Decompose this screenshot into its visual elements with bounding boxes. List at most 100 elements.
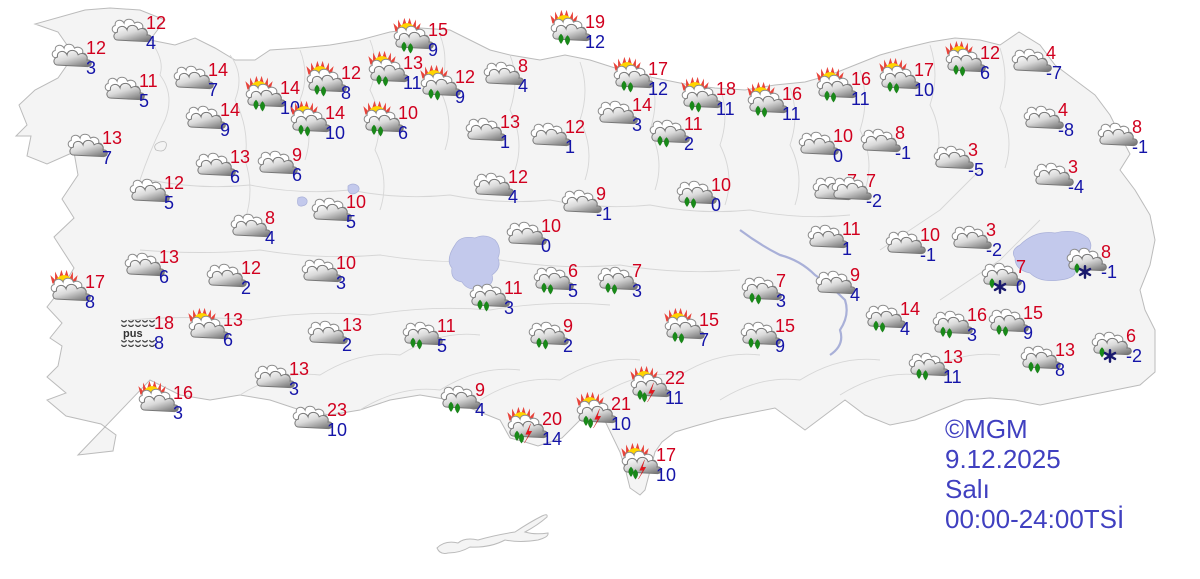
svg-text:7: 7 [102, 148, 112, 168]
svg-text:11: 11 [504, 278, 523, 298]
svg-text:0: 0 [711, 195, 721, 215]
svg-text:13: 13 [230, 147, 250, 167]
svg-text:22: 22 [665, 368, 685, 388]
svg-text:©MGM: ©MGM [945, 414, 1028, 444]
svg-text:-5: -5 [968, 160, 984, 180]
svg-text:0: 0 [541, 236, 551, 256]
svg-text:10: 10 [541, 216, 561, 236]
svg-text:10: 10 [327, 420, 347, 440]
svg-text:6: 6 [292, 165, 302, 185]
svg-text:13: 13 [342, 315, 362, 335]
svg-text:11: 11 [684, 114, 703, 134]
svg-text:0: 0 [833, 146, 843, 166]
svg-text:2: 2 [241, 278, 251, 298]
svg-text:6: 6 [1126, 326, 1136, 346]
svg-text:-1: -1 [920, 245, 936, 265]
svg-text:5: 5 [437, 336, 447, 356]
svg-text:4: 4 [146, 33, 156, 53]
svg-text:14: 14 [208, 60, 228, 80]
svg-text:12: 12 [341, 63, 361, 83]
svg-text:13: 13 [289, 359, 309, 379]
svg-text:8: 8 [1101, 242, 1111, 262]
svg-text:6: 6 [230, 167, 240, 187]
svg-text:-1: -1 [596, 204, 612, 224]
svg-text:11: 11 [139, 71, 158, 91]
svg-text:13: 13 [500, 112, 520, 132]
svg-text:9: 9 [596, 184, 606, 204]
svg-text:6: 6 [568, 261, 578, 281]
svg-text:8: 8 [895, 123, 905, 143]
svg-text:10: 10 [336, 253, 356, 273]
svg-text:-1: -1 [1132, 137, 1148, 157]
svg-text:3: 3 [632, 115, 642, 135]
svg-text:3: 3 [986, 220, 996, 240]
svg-text:3: 3 [336, 273, 346, 293]
svg-text:12: 12 [565, 117, 585, 137]
svg-text:13: 13 [102, 128, 122, 148]
svg-text:16: 16 [851, 69, 871, 89]
svg-text:-1: -1 [895, 143, 911, 163]
svg-text:5: 5 [139, 91, 149, 111]
svg-text:14: 14 [220, 100, 240, 120]
svg-text:11: 11 [437, 316, 456, 336]
svg-text:3: 3 [632, 281, 642, 301]
svg-text:10: 10 [914, 80, 934, 100]
svg-text:8: 8 [1055, 360, 1065, 380]
svg-text:10: 10 [346, 192, 366, 212]
svg-text:1: 1 [500, 132, 510, 152]
svg-text:17: 17 [648, 59, 668, 79]
svg-text:12: 12 [146, 13, 166, 33]
svg-text:4: 4 [475, 400, 485, 420]
svg-text:12: 12 [86, 38, 106, 58]
svg-text:-8: -8 [1058, 120, 1074, 140]
svg-text:12: 12 [585, 32, 605, 52]
svg-text:10: 10 [920, 225, 940, 245]
svg-text:1: 1 [565, 137, 575, 157]
svg-text:13: 13 [943, 347, 963, 367]
svg-text:3: 3 [1068, 157, 1078, 177]
svg-text:23: 23 [327, 400, 347, 420]
svg-text:17: 17 [914, 60, 934, 80]
svg-text:21: 21 [611, 394, 631, 414]
svg-text:5: 5 [346, 212, 356, 232]
svg-text:10: 10 [611, 414, 631, 434]
svg-text:2: 2 [684, 134, 694, 154]
svg-text:18: 18 [154, 313, 174, 333]
svg-text:8: 8 [341, 83, 351, 103]
svg-text:2: 2 [563, 336, 573, 356]
svg-text:11: 11 [403, 73, 422, 93]
svg-text:13: 13 [403, 53, 423, 73]
svg-text:9: 9 [775, 336, 785, 356]
svg-text:14: 14 [900, 299, 920, 319]
svg-text:16: 16 [173, 383, 193, 403]
svg-text:14: 14 [325, 103, 345, 123]
svg-text:18: 18 [716, 79, 736, 99]
svg-text:4: 4 [518, 76, 528, 96]
svg-text:00:00-24:00TSİ: 00:00-24:00TSİ [945, 504, 1124, 534]
svg-text:12: 12 [980, 43, 1000, 63]
svg-text:3: 3 [173, 403, 183, 423]
svg-text:11: 11 [782, 104, 801, 124]
svg-text:10: 10 [398, 103, 418, 123]
svg-text:-4: -4 [1068, 177, 1084, 197]
svg-text:7: 7 [632, 261, 642, 281]
svg-text:9: 9 [455, 87, 465, 107]
svg-text:4: 4 [1046, 43, 1056, 63]
svg-text:4: 4 [850, 285, 860, 305]
svg-text:8: 8 [518, 56, 528, 76]
svg-text:17: 17 [85, 272, 105, 292]
svg-text:5: 5 [164, 193, 174, 213]
svg-text:19: 19 [585, 12, 605, 32]
svg-text:10: 10 [656, 465, 676, 485]
svg-text:17: 17 [656, 445, 676, 465]
svg-text:Salı: Salı [945, 474, 990, 504]
svg-text:4: 4 [1058, 100, 1068, 120]
svg-text:13: 13 [1055, 340, 1075, 360]
svg-text:12: 12 [241, 258, 261, 278]
svg-text:11: 11 [943, 367, 962, 387]
svg-text:16: 16 [967, 305, 987, 325]
svg-text:8: 8 [154, 333, 164, 353]
svg-text:10: 10 [833, 126, 853, 146]
svg-text:-2: -2 [1126, 346, 1142, 366]
svg-text:3: 3 [968, 140, 978, 160]
